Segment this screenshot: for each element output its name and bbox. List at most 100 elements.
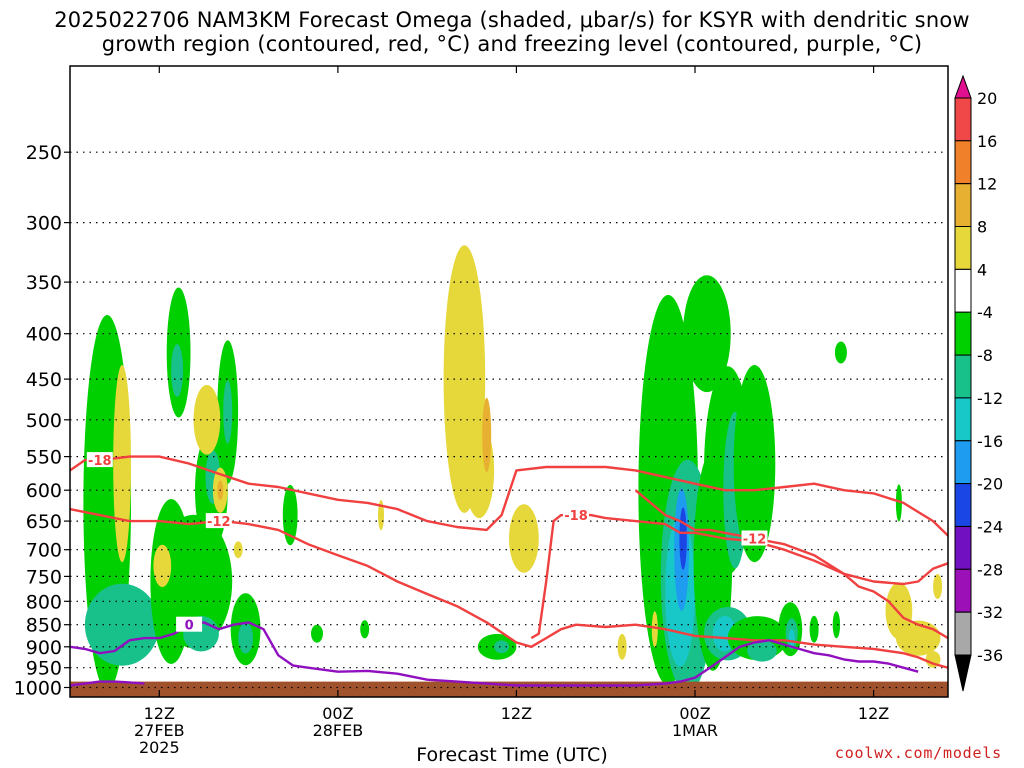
ytick-label-400: 400 [26, 324, 62, 346]
omega-cell-22 [679, 507, 687, 570]
isotherm-minus18-lower-label-bg [563, 507, 589, 523]
colorbar-swatch-11 [954, 526, 972, 570]
colorbar-swatch-1 [954, 97, 972, 142]
colorbar-swatch-10 [954, 483, 972, 527]
omega-cell-4 [171, 344, 184, 397]
xtick-label-0-1: 27FEB [134, 721, 185, 740]
ytick-label-1000: 1000 [14, 678, 62, 700]
ytick-label-600: 600 [26, 480, 62, 502]
omega-cell-17 [494, 640, 509, 654]
colorbar-swatch-9 [954, 440, 972, 485]
xtick-label-1-1: 28FEB [313, 721, 364, 740]
omega-cell-23 [683, 275, 731, 393]
omega-cell-29 [733, 365, 776, 563]
colorbar-label-0: 20 [977, 89, 997, 108]
xtick-label-1-0: 00Z [322, 704, 353, 723]
isotherm-minus18-upper-label-bg [86, 452, 113, 468]
isotherm-minus18-lower-label: -18 [564, 509, 588, 524]
chart-title-line-2: growth region (contoured, red, °C) and f… [101, 32, 923, 56]
x-axis-title: Forecast Time (UTC) [416, 744, 608, 766]
omega-colorbar: 20 16 12 8 4 -4 -8 -12 -16 -20 -24 -28 -32 -36 [954, 74, 1003, 692]
colorbar-label-13: -36 [977, 646, 1003, 665]
omega-cell-39 [113, 365, 131, 563]
colorbar-bottom-arrow [954, 654, 972, 692]
freezing-level-contour-label-bg [176, 616, 203, 632]
ytick-label-700: 700 [26, 540, 62, 562]
colorbar-label-4: 4 [977, 260, 987, 279]
omega-cell-45 [378, 499, 384, 531]
colorbar-label-5: -4 [977, 303, 993, 322]
isotherm-minus12-label-bg [205, 513, 232, 529]
colorbar-label-10: -24 [977, 518, 1003, 537]
colorbar-label-11: -28 [977, 560, 1003, 579]
omega-cell-31 [747, 640, 777, 662]
colorbar-label-9: -20 [977, 475, 1003, 494]
xtick-label-3-0: 00Z [679, 704, 710, 723]
ytick-label-900: 900 [26, 637, 62, 659]
omega-cell-56 [933, 574, 943, 599]
colorbar-label-1: 16 [977, 132, 997, 151]
omega-cell-34 [788, 629, 795, 647]
colorbar-label-3: 8 [977, 218, 987, 237]
omega-cell-49 [482, 397, 492, 473]
omega-cell-51 [617, 633, 627, 660]
colorbar-swatch-7 [954, 354, 972, 399]
xtick-label-0-0: 12Z [144, 704, 175, 723]
isotherm-minus18-lower [530, 513, 948, 640]
ytick-label-500: 500 [26, 410, 62, 432]
colorbar-swatch-5 [954, 268, 972, 313]
colorbar-top-arrow [954, 74, 972, 99]
omega-cell-40 [153, 544, 172, 588]
colorbar-swatch-3 [954, 183, 972, 227]
colorbar-label-8: -16 [977, 432, 1003, 451]
omega-cell-15 [360, 620, 370, 639]
ytick-label-250: 250 [26, 142, 62, 164]
omega-cell-44 [233, 541, 243, 558]
ytick-label-750: 750 [26, 566, 62, 588]
omega-cell-10 [223, 380, 233, 444]
omega-cell-52 [651, 611, 658, 648]
omega-cell-14 [311, 624, 323, 643]
omega-cell-37 [834, 341, 847, 364]
colorbar-label-7: -12 [977, 389, 1003, 408]
xtick-label-0-2: 2025 [139, 738, 180, 757]
terrain-below-ground [70, 681, 948, 697]
ytick-label-950: 950 [26, 658, 62, 680]
credit-link[interactable]: coolwx.com/models [834, 744, 1002, 762]
colorbar-swatch-12 [954, 568, 972, 613]
ytick-label-350: 350 [26, 272, 62, 294]
colorbar-swatch-8 [954, 397, 972, 442]
omega-cell-12 [238, 622, 254, 654]
colorbar-label-12: -32 [977, 603, 1003, 622]
colorbar-swatch-6 [954, 311, 972, 356]
ground-fill [70, 681, 948, 697]
xtick-label-4-0: 12Z [858, 704, 889, 723]
isotherm-minus18-upper [70, 455, 948, 537]
isotherm-minus18-upper-label: -18 [88, 454, 112, 469]
xtick-label-3-1: 1MAR [672, 721, 718, 740]
plot-frame [69, 65, 949, 698]
ytick-label-800: 800 [26, 591, 62, 613]
pressure-axis: 2503003504004505005506006507007508008509… [14, 142, 70, 700]
omega-cell-38 [895, 484, 902, 522]
omega-cell-35 [809, 615, 819, 643]
freezing-level-contour-label: 0 [185, 619, 194, 634]
omega-cell-13 [282, 484, 298, 546]
colorbar-label-6: -8 [977, 346, 993, 365]
colorbar-label-2: 12 [977, 175, 997, 194]
colorbar-swatch-13 [954, 611, 972, 656]
omega-cell-36 [832, 611, 841, 639]
colorbar-swatch-4 [954, 226, 972, 270]
isotherm-minus12-east-label-bg [741, 530, 768, 546]
ytick-label-850: 850 [26, 615, 62, 637]
isotherm-minus12-east-label: -12 [743, 533, 767, 548]
ytick-label-450: 450 [26, 369, 62, 391]
omega-cell-50 [509, 504, 539, 573]
ytick-label-550: 550 [26, 447, 62, 469]
colorbar-swatch-2 [954, 140, 972, 185]
xtick-label-2-0: 12Z [501, 704, 532, 723]
freezing-level-contour-bottom [70, 680, 145, 687]
isotherm-minus12-east [634, 489, 948, 640]
